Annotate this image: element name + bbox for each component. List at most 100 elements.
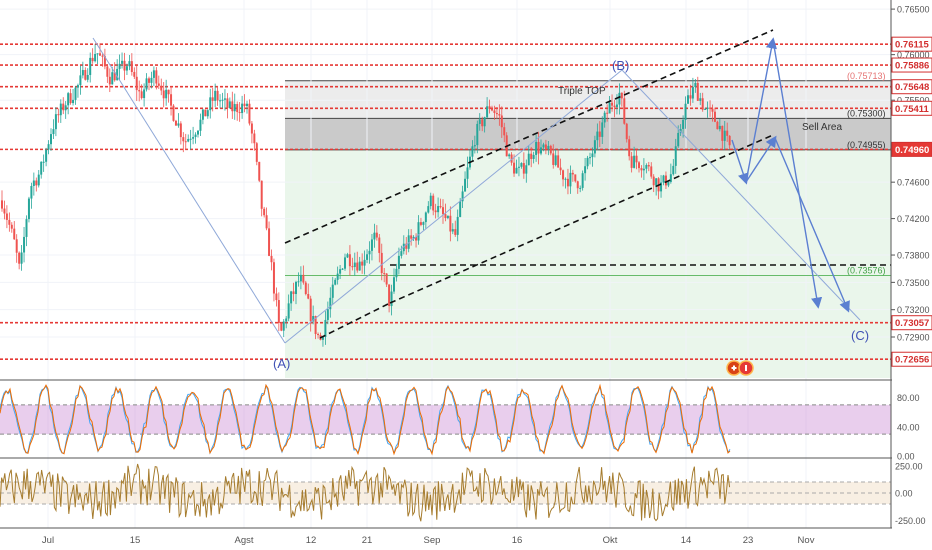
candle-body — [510, 154, 513, 163]
stoch-y-label: 40.00 — [897, 422, 920, 432]
candle-body — [419, 222, 422, 225]
candle-body — [591, 153, 594, 158]
price-tag-label: 0.75886 — [895, 61, 929, 72]
candle-body — [25, 219, 28, 237]
candle-body — [106, 66, 109, 77]
candle-body — [118, 63, 121, 69]
candle-body — [81, 70, 84, 76]
candle-body — [221, 99, 224, 101]
candle-body — [461, 191, 464, 202]
candle-body — [297, 281, 300, 283]
candle-body — [628, 139, 631, 157]
candle-body — [201, 109, 204, 120]
candle-body — [635, 155, 638, 163]
candle-body — [566, 178, 569, 187]
candle-body — [182, 137, 185, 142]
candle-body — [52, 129, 55, 135]
candle-body — [8, 219, 11, 225]
candle-body — [664, 175, 667, 186]
candle-body — [542, 144, 545, 148]
candle-body — [69, 93, 72, 104]
candle-body — [400, 251, 403, 256]
candle-body — [696, 82, 699, 101]
candle-body — [471, 146, 474, 157]
candle-body — [395, 268, 398, 278]
candle-body — [476, 123, 479, 146]
candle-body — [59, 103, 62, 116]
candle-body — [243, 103, 246, 107]
candle-body — [329, 297, 332, 310]
candle-body — [368, 250, 371, 255]
x-tick-label: 21 — [362, 535, 373, 546]
candle-body — [86, 74, 89, 80]
candle-body — [187, 138, 190, 142]
price-tag-label: 0.73057 — [895, 318, 929, 329]
candle-body — [277, 300, 280, 324]
price-tag-label: 0.72656 — [895, 355, 929, 366]
candle-body — [437, 206, 440, 213]
candle-body — [3, 208, 6, 214]
price-tag-box — [891, 100, 932, 116]
candle-body — [287, 303, 290, 319]
levels-layer — [0, 43, 891, 361]
candle-body — [326, 309, 329, 320]
candle-body — [721, 125, 724, 141]
candle-body — [174, 120, 177, 126]
candle-body — [268, 228, 271, 256]
candle-body — [540, 147, 542, 154]
candle-body — [454, 229, 457, 235]
candle-body — [699, 98, 702, 101]
candle-body — [113, 72, 116, 81]
candle-body — [640, 168, 643, 171]
candle-body — [145, 78, 148, 90]
candle-body — [495, 112, 498, 115]
candle-body — [630, 156, 633, 168]
y-tick-label: 0.73500 — [897, 278, 930, 288]
candle-body — [258, 161, 261, 181]
projection-arrow-4 — [745, 135, 777, 183]
candle-body — [23, 236, 26, 253]
candle-body — [500, 115, 503, 128]
candle-body — [177, 123, 180, 126]
candle-body — [574, 174, 577, 182]
candle-body — [238, 112, 241, 114]
candle-body — [356, 262, 359, 271]
candle-body — [375, 232, 378, 238]
candle-body — [138, 90, 141, 92]
candle-body — [199, 119, 202, 131]
candle-body — [549, 145, 552, 154]
candle-body — [321, 336, 324, 340]
wave-b-label: (B) — [612, 58, 629, 73]
candle-body — [464, 178, 467, 192]
x-tick-label: Okt — [603, 535, 618, 546]
candle-body — [415, 236, 418, 241]
candle-body — [292, 291, 295, 295]
candle-body — [348, 254, 351, 267]
indicators-layer — [0, 379, 932, 529]
candle-body — [682, 119, 685, 129]
candle-body — [655, 178, 658, 186]
osc-y-label: 0.00 — [895, 489, 913, 499]
y-tick-label: 0.74200 — [897, 214, 930, 224]
candle-body — [290, 291, 293, 304]
candle-body — [160, 85, 163, 91]
candle-body — [473, 145, 476, 147]
candle-body — [689, 95, 692, 99]
candle-body — [422, 222, 425, 225]
candle-body — [263, 208, 266, 216]
candle-body — [672, 165, 675, 175]
candle-body — [204, 109, 207, 117]
candle-body — [691, 86, 694, 99]
candle-body — [231, 101, 234, 112]
candle-body — [89, 57, 92, 75]
x-tick-label: Agst — [234, 535, 253, 546]
candle-body — [121, 60, 124, 64]
candle-body — [520, 163, 523, 167]
wave-line-a-b — [284, 69, 623, 344]
osc-line — [0, 463, 731, 522]
y-tick-label: 0.74600 — [897, 178, 930, 188]
level-value-label: (0.74955) — [847, 140, 886, 150]
channel-lower-line-ext — [319, 302, 391, 339]
flag-icon[interactable] — [726, 360, 754, 376]
